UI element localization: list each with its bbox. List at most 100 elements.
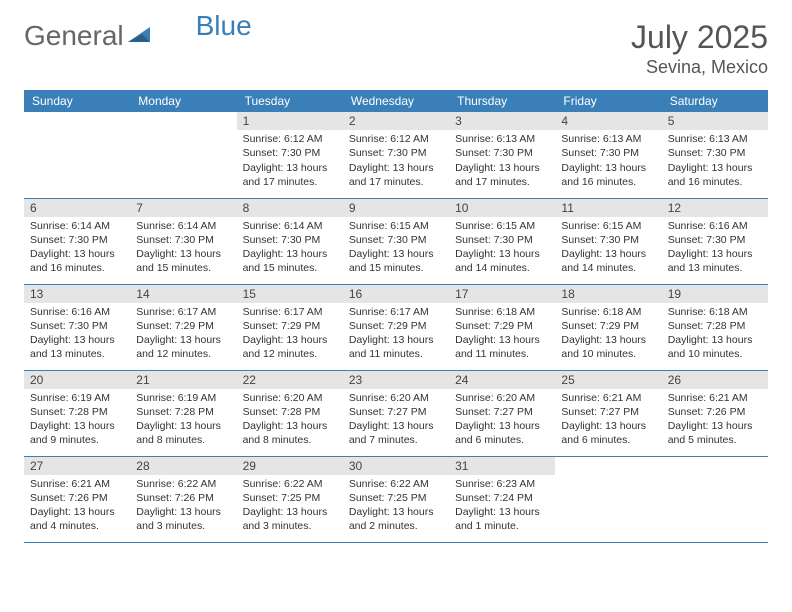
- month-year-title: July 2025: [631, 20, 768, 55]
- calendar-week-row: 6Sunrise: 6:14 AMSunset: 7:30 PMDaylight…: [24, 198, 768, 284]
- calendar-body: 1Sunrise: 6:12 AMSunset: 7:30 PMDaylight…: [24, 112, 768, 542]
- day-details: Sunrise: 6:17 AMSunset: 7:29 PMDaylight:…: [130, 303, 236, 366]
- day-number: 15: [237, 285, 343, 303]
- day-number: 23: [343, 371, 449, 389]
- calendar-cell: 18Sunrise: 6:18 AMSunset: 7:29 PMDayligh…: [555, 284, 661, 370]
- calendar-cell: [662, 456, 768, 542]
- weekday-header: Wednesday: [343, 90, 449, 112]
- day-details: Sunrise: 6:16 AMSunset: 7:30 PMDaylight:…: [24, 303, 130, 366]
- day-number: 2: [343, 112, 449, 130]
- day-details: Sunrise: 6:18 AMSunset: 7:28 PMDaylight:…: [662, 303, 768, 366]
- weekday-header: Friday: [555, 90, 661, 112]
- day-number: 3: [449, 112, 555, 130]
- calendar-cell: 21Sunrise: 6:19 AMSunset: 7:28 PMDayligh…: [130, 370, 236, 456]
- day-number: 31: [449, 457, 555, 475]
- day-details: Sunrise: 6:23 AMSunset: 7:24 PMDaylight:…: [449, 475, 555, 538]
- calendar-cell: [130, 112, 236, 198]
- weekday-header: Sunday: [24, 90, 130, 112]
- day-number: 14: [130, 285, 236, 303]
- day-number: 22: [237, 371, 343, 389]
- day-details: Sunrise: 6:14 AMSunset: 7:30 PMDaylight:…: [237, 217, 343, 280]
- day-details: Sunrise: 6:16 AMSunset: 7:30 PMDaylight:…: [662, 217, 768, 280]
- location-subtitle: Sevina, Mexico: [631, 57, 768, 78]
- day-details: Sunrise: 6:17 AMSunset: 7:29 PMDaylight:…: [343, 303, 449, 366]
- calendar-cell: 19Sunrise: 6:18 AMSunset: 7:28 PMDayligh…: [662, 284, 768, 370]
- day-details: Sunrise: 6:22 AMSunset: 7:26 PMDaylight:…: [130, 475, 236, 538]
- calendar-cell: 1Sunrise: 6:12 AMSunset: 7:30 PMDaylight…: [237, 112, 343, 198]
- calendar-cell: 5Sunrise: 6:13 AMSunset: 7:30 PMDaylight…: [662, 112, 768, 198]
- day-details: Sunrise: 6:19 AMSunset: 7:28 PMDaylight:…: [130, 389, 236, 452]
- calendar-week-row: 13Sunrise: 6:16 AMSunset: 7:30 PMDayligh…: [24, 284, 768, 370]
- calendar-cell: 7Sunrise: 6:14 AMSunset: 7:30 PMDaylight…: [130, 198, 236, 284]
- calendar-cell: 30Sunrise: 6:22 AMSunset: 7:25 PMDayligh…: [343, 456, 449, 542]
- calendar-cell: 6Sunrise: 6:14 AMSunset: 7:30 PMDaylight…: [24, 198, 130, 284]
- day-number: 12: [662, 199, 768, 217]
- day-details: Sunrise: 6:13 AMSunset: 7:30 PMDaylight:…: [555, 130, 661, 193]
- day-details: Sunrise: 6:21 AMSunset: 7:26 PMDaylight:…: [24, 475, 130, 538]
- calendar-cell: [24, 112, 130, 198]
- day-number: 19: [662, 285, 768, 303]
- header: General Blue July 2025 Sevina, Mexico: [24, 20, 768, 78]
- day-number: 13: [24, 285, 130, 303]
- day-details: Sunrise: 6:13 AMSunset: 7:30 PMDaylight:…: [449, 130, 555, 193]
- day-details: Sunrise: 6:20 AMSunset: 7:28 PMDaylight:…: [237, 389, 343, 452]
- day-details: Sunrise: 6:22 AMSunset: 7:25 PMDaylight:…: [237, 475, 343, 538]
- day-number: 26: [662, 371, 768, 389]
- calendar-cell: 31Sunrise: 6:23 AMSunset: 7:24 PMDayligh…: [449, 456, 555, 542]
- day-number: 29: [237, 457, 343, 475]
- calendar-cell: 9Sunrise: 6:15 AMSunset: 7:30 PMDaylight…: [343, 198, 449, 284]
- calendar-cell: 3Sunrise: 6:13 AMSunset: 7:30 PMDaylight…: [449, 112, 555, 198]
- day-details: Sunrise: 6:20 AMSunset: 7:27 PMDaylight:…: [343, 389, 449, 452]
- title-block: July 2025 Sevina, Mexico: [631, 20, 768, 78]
- day-number: 20: [24, 371, 130, 389]
- calendar-cell: 23Sunrise: 6:20 AMSunset: 7:27 PMDayligh…: [343, 370, 449, 456]
- weekday-header: Tuesday: [237, 90, 343, 112]
- calendar-cell: 20Sunrise: 6:19 AMSunset: 7:28 PMDayligh…: [24, 370, 130, 456]
- day-number: 30: [343, 457, 449, 475]
- day-details: Sunrise: 6:12 AMSunset: 7:30 PMDaylight:…: [343, 130, 449, 193]
- calendar-cell: 29Sunrise: 6:22 AMSunset: 7:25 PMDayligh…: [237, 456, 343, 542]
- day-number: 11: [555, 199, 661, 217]
- calendar-cell: 2Sunrise: 6:12 AMSunset: 7:30 PMDaylight…: [343, 112, 449, 198]
- day-number: 27: [24, 457, 130, 475]
- day-number: 17: [449, 285, 555, 303]
- day-details: Sunrise: 6:19 AMSunset: 7:28 PMDaylight:…: [24, 389, 130, 452]
- day-details: Sunrise: 6:13 AMSunset: 7:30 PMDaylight:…: [662, 130, 768, 193]
- day-number: 21: [130, 371, 236, 389]
- day-details: Sunrise: 6:18 AMSunset: 7:29 PMDaylight:…: [555, 303, 661, 366]
- calendar-cell: 28Sunrise: 6:22 AMSunset: 7:26 PMDayligh…: [130, 456, 236, 542]
- calendar-cell: 26Sunrise: 6:21 AMSunset: 7:26 PMDayligh…: [662, 370, 768, 456]
- day-number: 7: [130, 199, 236, 217]
- calendar-cell: 13Sunrise: 6:16 AMSunset: 7:30 PMDayligh…: [24, 284, 130, 370]
- calendar-cell: 24Sunrise: 6:20 AMSunset: 7:27 PMDayligh…: [449, 370, 555, 456]
- weekday-header: Saturday: [662, 90, 768, 112]
- day-details: Sunrise: 6:14 AMSunset: 7:30 PMDaylight:…: [130, 217, 236, 280]
- calendar-cell: 16Sunrise: 6:17 AMSunset: 7:29 PMDayligh…: [343, 284, 449, 370]
- day-details: Sunrise: 6:15 AMSunset: 7:30 PMDaylight:…: [449, 217, 555, 280]
- day-number: 4: [555, 112, 661, 130]
- logo-text-general: General: [24, 20, 124, 52]
- calendar-cell: 25Sunrise: 6:21 AMSunset: 7:27 PMDayligh…: [555, 370, 661, 456]
- day-details: Sunrise: 6:21 AMSunset: 7:26 PMDaylight:…: [662, 389, 768, 452]
- day-number: 25: [555, 371, 661, 389]
- day-details: Sunrise: 6:12 AMSunset: 7:30 PMDaylight:…: [237, 130, 343, 193]
- day-number: 1: [237, 112, 343, 130]
- logo-triangle-icon: [128, 24, 154, 49]
- calendar-cell: 22Sunrise: 6:20 AMSunset: 7:28 PMDayligh…: [237, 370, 343, 456]
- calendar-week-row: 20Sunrise: 6:19 AMSunset: 7:28 PMDayligh…: [24, 370, 768, 456]
- logo: General Blue: [24, 20, 252, 52]
- day-details: Sunrise: 6:21 AMSunset: 7:27 PMDaylight:…: [555, 389, 661, 452]
- weekday-header: Monday: [130, 90, 236, 112]
- logo-text-blue: Blue: [196, 10, 252, 42]
- day-number: 5: [662, 112, 768, 130]
- day-details: Sunrise: 6:18 AMSunset: 7:29 PMDaylight:…: [449, 303, 555, 366]
- calendar-cell: 12Sunrise: 6:16 AMSunset: 7:30 PMDayligh…: [662, 198, 768, 284]
- calendar-cell: [555, 456, 661, 542]
- calendar-cell: 11Sunrise: 6:15 AMSunset: 7:30 PMDayligh…: [555, 198, 661, 284]
- calendar-cell: 15Sunrise: 6:17 AMSunset: 7:29 PMDayligh…: [237, 284, 343, 370]
- calendar-cell: 8Sunrise: 6:14 AMSunset: 7:30 PMDaylight…: [237, 198, 343, 284]
- day-details: Sunrise: 6:17 AMSunset: 7:29 PMDaylight:…: [237, 303, 343, 366]
- day-details: Sunrise: 6:15 AMSunset: 7:30 PMDaylight:…: [555, 217, 661, 280]
- day-number: 24: [449, 371, 555, 389]
- weekday-header: Thursday: [449, 90, 555, 112]
